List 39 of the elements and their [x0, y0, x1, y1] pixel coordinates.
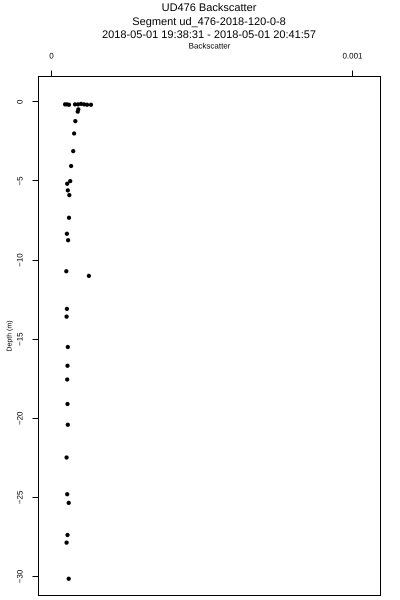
point	[66, 188, 70, 193]
point	[66, 500, 71, 506]
point	[65, 182, 70, 186]
x-axis-title: Backscatter	[188, 42, 231, 50]
point	[65, 364, 70, 368]
point	[66, 422, 70, 427]
y-tick-label: −30	[16, 569, 24, 584]
point	[86, 274, 91, 278]
point	[66, 216, 72, 220]
point	[68, 164, 74, 168]
point	[64, 540, 69, 545]
point	[73, 118, 78, 124]
y-tick-label: −5	[16, 176, 24, 186]
point	[88, 102, 94, 107]
point	[72, 131, 76, 136]
point	[71, 149, 76, 154]
y-tick-label: 0	[16, 99, 24, 104]
point	[66, 344, 70, 350]
point	[65, 532, 70, 538]
point	[65, 377, 70, 382]
point	[65, 402, 70, 406]
point	[65, 492, 70, 496]
point	[68, 178, 72, 184]
point	[64, 455, 69, 460]
point	[64, 314, 69, 319]
point	[66, 576, 71, 581]
point	[84, 102, 90, 107]
point	[64, 306, 70, 312]
point	[64, 232, 70, 236]
point	[66, 238, 70, 242]
point	[64, 269, 68, 274]
chart-title: UD476 Backscatter	[162, 2, 257, 14]
y-tick-label: −20	[16, 410, 24, 426]
chart-subtitle: Segment ud_476-2018-120-0-8 2018-05-01 19:38:31 - 2018-05-01 20:41:57	[102, 16, 316, 41]
y-tick-label: −10	[16, 252, 24, 267]
point	[67, 193, 72, 198]
y-tick-label: −15	[16, 332, 24, 346]
x-tick-label: 0.001	[342, 52, 364, 60]
y-tick-label: −25	[16, 490, 24, 504]
